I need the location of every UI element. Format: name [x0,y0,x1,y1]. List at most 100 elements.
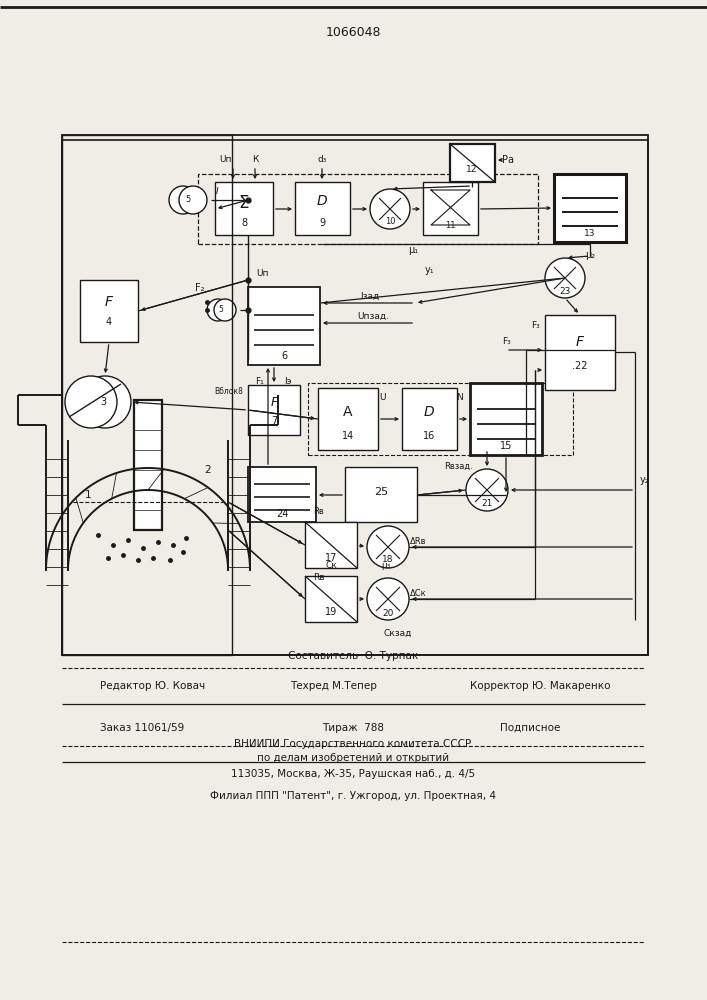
Text: Iэ: Iэ [284,377,292,386]
Text: 18: 18 [382,556,394,564]
Text: 8: 8 [241,218,247,228]
Text: Uп: Uп [220,154,233,163]
Bar [295,182,350,235]
Text: К: К [252,154,258,163]
Bar [248,467,316,522]
Text: Подписное: Подписное [500,723,560,733]
Bar [545,315,615,390]
Text: Техред М.Тепер: Техред М.Тепер [290,681,377,691]
Bar [402,388,457,450]
Bar [450,144,495,182]
Text: Корректор Ю. Макаренко: Корректор Ю. Макаренко [470,681,611,691]
Bar [198,174,538,244]
Text: Uп: Uп [257,268,269,277]
Text: Вблок8: Вблок8 [214,386,243,395]
Bar [554,174,626,242]
Text: F: F [576,335,584,349]
Text: Iзад: Iзад [361,292,380,300]
Text: D: D [317,194,327,208]
Text: 17: 17 [325,553,337,563]
Text: 25: 25 [374,487,388,497]
Bar [318,388,378,450]
Text: 12: 12 [467,165,478,174]
Text: 10: 10 [385,217,395,226]
Circle shape [367,526,409,568]
Circle shape [65,376,117,428]
Text: ВНИИПИ Государственного комитета СССР: ВНИИПИ Государственного комитета СССР [235,739,472,749]
Text: 23: 23 [559,286,571,296]
Bar [215,182,273,235]
Text: 14: 14 [342,431,354,441]
Text: 15: 15 [500,441,512,451]
Bar [423,182,478,235]
Text: 16: 16 [423,431,435,441]
Text: Uпзад.: Uпзад. [357,312,389,320]
Text: Ск: Ск [325,562,337,570]
Text: .22: .22 [572,361,588,371]
Text: 13: 13 [584,230,596,238]
Text: μ₁: μ₁ [408,245,418,255]
Text: 20: 20 [382,608,394,617]
Text: 7: 7 [271,416,277,426]
Text: d₃: d₃ [317,154,327,163]
Bar [345,467,417,522]
Text: 2: 2 [205,465,211,475]
Text: Rвзад.: Rвзад. [445,462,474,471]
Bar [470,383,542,455]
Circle shape [79,376,131,428]
Text: μ₃: μ₃ [381,560,391,570]
Text: 1: 1 [85,490,91,500]
Bar [305,522,357,568]
Text: 11: 11 [445,221,455,230]
Circle shape [466,469,508,511]
Text: ΔRв: ΔRв [410,538,426,546]
Bar [248,385,300,435]
Bar [308,383,573,455]
Text: 9: 9 [319,218,325,228]
Text: Тираж  788: Тираж 788 [322,723,384,733]
Text: y₂: y₂ [640,475,650,485]
Bar [305,576,357,622]
Text: U: U [380,393,386,402]
Text: по делам изобретений и открытий: по делам изобретений и открытий [257,753,449,763]
Circle shape [179,186,207,214]
Text: Составитель  О. Турпак: Составитель О. Турпак [288,651,418,661]
Bar [62,135,648,655]
Text: F: F [105,295,113,309]
Text: 5: 5 [218,306,223,314]
Text: А: А [344,405,353,419]
Bar [62,140,648,655]
Text: N: N [457,393,463,402]
Text: F₃: F₃ [531,320,540,330]
Circle shape [545,258,585,298]
Bar [134,400,162,530]
Text: Rв: Rв [313,574,325,582]
Text: y₁: y₁ [425,265,435,275]
Circle shape [214,299,236,321]
Text: Редактор Ю. Ковач: Редактор Ю. Ковач [100,681,205,691]
Text: F: F [270,396,278,410]
Text: 4: 4 [106,317,112,327]
Text: Σ: Σ [239,194,250,212]
Text: μ₂: μ₂ [585,250,595,260]
Text: Скзад: Скзад [384,629,412,638]
Bar [80,280,138,342]
Text: 3: 3 [100,397,106,407]
Text: D: D [423,405,434,419]
Text: 19: 19 [325,607,337,617]
Text: Заказ 11061/59: Заказ 11061/59 [100,723,185,733]
Bar [248,287,320,365]
Text: F₃: F₃ [503,338,511,347]
Text: 113035, Москва, Ж-35, Раушская наб., д. 4/5: 113035, Москва, Ж-35, Раушская наб., д. … [231,769,475,779]
Text: F₁: F₁ [256,377,264,386]
Circle shape [370,189,410,229]
Text: 1066048: 1066048 [325,25,381,38]
Circle shape [169,186,197,214]
Text: 21: 21 [481,498,493,508]
Text: 5: 5 [185,196,191,205]
Text: Филиал ППП "Патент", г. Ужгород, ул. Проектная, 4: Филиал ППП "Патент", г. Ужгород, ул. Про… [210,791,496,801]
Text: F₂: F₂ [195,283,204,293]
Text: ΔСк: ΔСк [409,589,426,598]
Text: I: I [216,188,218,196]
Text: 6: 6 [281,351,287,361]
